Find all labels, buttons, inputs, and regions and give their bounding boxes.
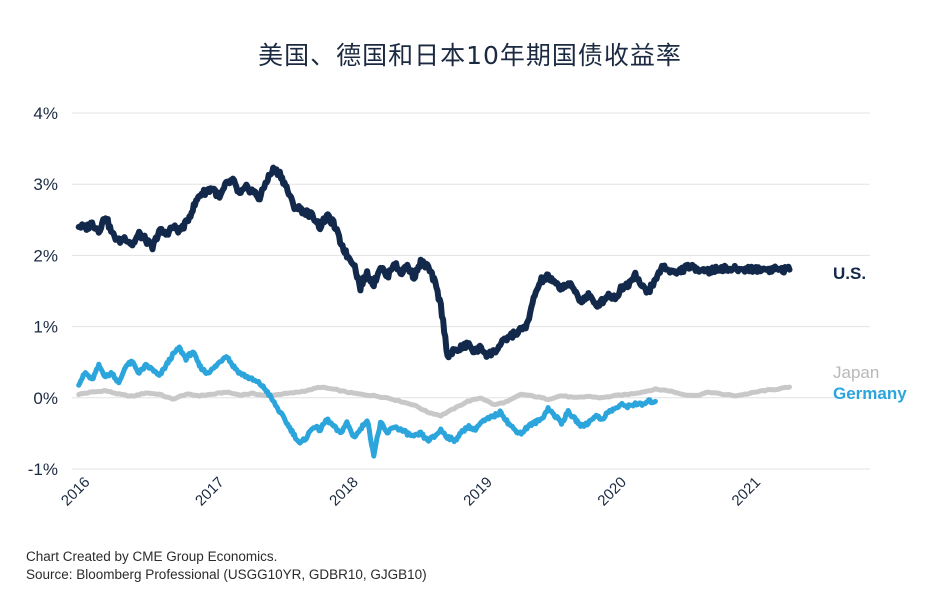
- series-line-japan: [76, 384, 792, 419]
- series-line-us: [75, 164, 793, 361]
- x-tick-label: 2017: [192, 474, 228, 510]
- series-lines: [75, 164, 793, 459]
- legend-label-us: U.S.: [833, 264, 866, 283]
- legend: U.S. Japan Germany: [833, 264, 907, 403]
- x-tick-label: 2016: [58, 474, 94, 510]
- y-axis-ticks: 4% 3% 2% 1% 0% -1%: [28, 104, 58, 479]
- footnote-credit: Chart Created by CME Group Economics.: [26, 549, 278, 564]
- x-tick-label: 2018: [326, 474, 362, 510]
- y-tick-label: 4%: [33, 104, 58, 123]
- x-tick-label: 2019: [460, 474, 496, 510]
- y-tick-label: -1%: [28, 460, 58, 479]
- y-tick-label: 3%: [33, 175, 58, 194]
- x-axis-ticks: 2016 2017 2018 2019 2020 2021: [58, 474, 764, 510]
- legend-label-japan: Japan: [833, 363, 879, 382]
- series-line-germany: [76, 344, 658, 459]
- legend-label-germany: Germany: [833, 384, 907, 403]
- chart-title: 美国、德国和日本10年期国债收益率: [258, 41, 682, 70]
- x-tick-label: 2020: [594, 474, 630, 510]
- y-tick-label: 2%: [33, 246, 58, 265]
- grid-lines: [72, 112, 870, 470]
- x-tick-label: 2021: [729, 474, 765, 510]
- y-tick-label: 0%: [33, 389, 58, 408]
- footnote-source: Source: Bloomberg Professional (USGG10YR…: [26, 567, 427, 582]
- y-tick-label: 1%: [33, 318, 58, 337]
